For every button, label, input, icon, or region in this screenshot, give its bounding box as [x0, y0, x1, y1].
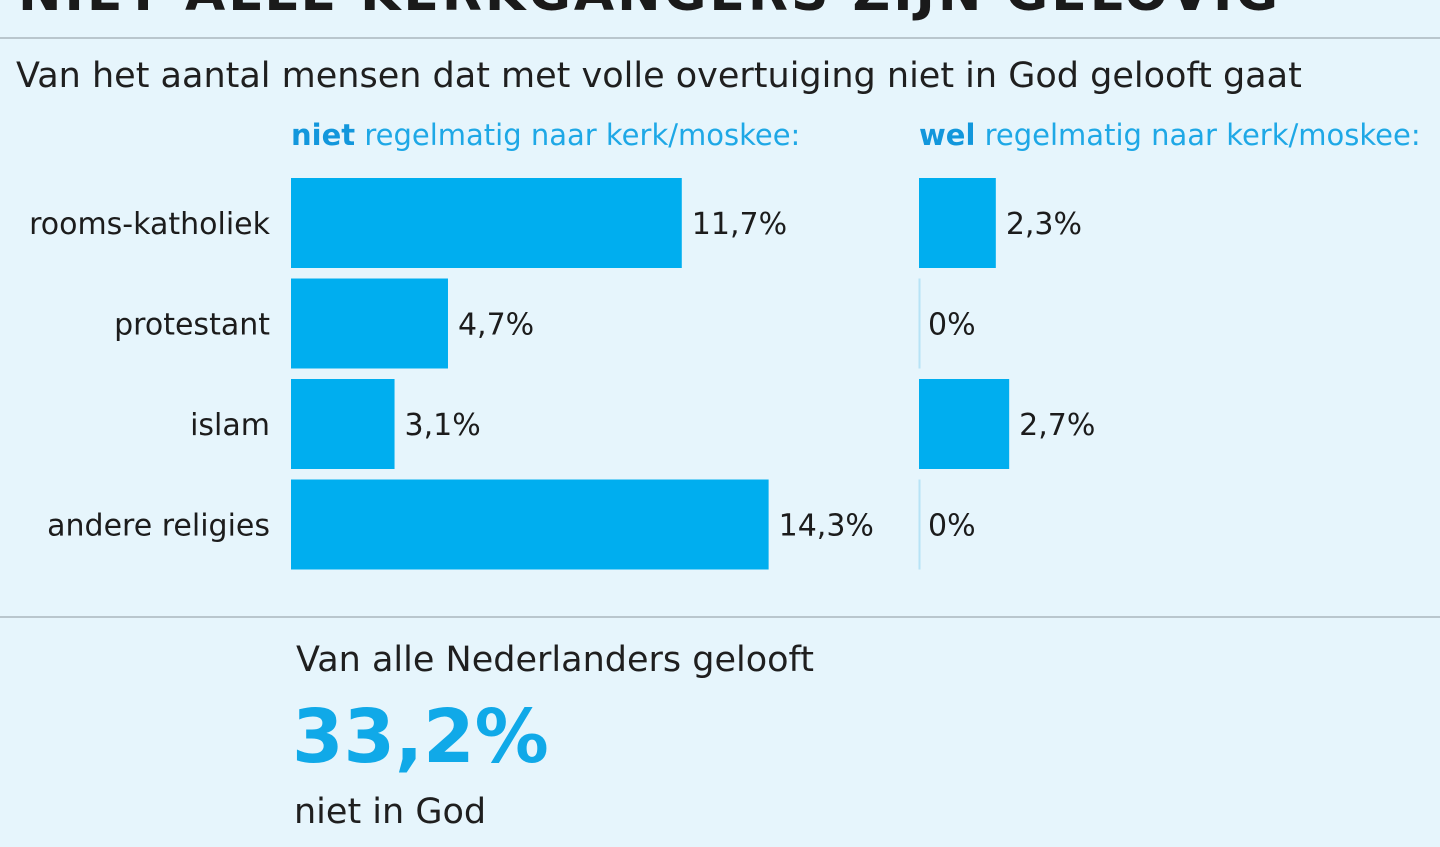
bar	[291, 479, 769, 570]
data-label: 3,1%	[405, 408, 481, 443]
data-label: 2,3%	[1006, 207, 1082, 242]
group-header-wel-rest: regelmatig naar kerk/moskee:	[975, 118, 1421, 152]
chart-subtitle: Van het aantal mensen dat met volle over…	[16, 56, 1302, 96]
data-label: 11,7%	[692, 207, 787, 242]
footer-tail-text: niet in God	[294, 792, 487, 832]
data-label: 4,7%	[458, 308, 534, 343]
bar	[291, 379, 395, 469]
bar	[291, 178, 682, 268]
category-label: andere religies	[47, 509, 270, 544]
group-header-niet-rest: regelmatig naar kerk/moskee:	[355, 118, 801, 152]
category-label: rooms-katholiek	[29, 207, 271, 242]
chart-title: NIET ALLE KERKGANGERS ZIJN GELOVIG	[18, 0, 1281, 23]
top-divider	[0, 37, 1440, 39]
group-header-niet: niet regelmatig naar kerk/moskee:	[291, 118, 800, 152]
category-label: protestant	[114, 308, 270, 343]
bar	[919, 379, 1010, 469]
bar	[291, 278, 448, 369]
footer-lead-text: Van alle Nederlanders gelooft	[296, 640, 814, 680]
group-header-niet-bold: niet	[291, 118, 356, 152]
footer-percentage: 33,2%	[292, 694, 549, 780]
data-label: 0%	[928, 308, 976, 343]
group-header-wel: wel regelmatig naar kerk/moskee:	[919, 118, 1421, 152]
data-label: 0%	[928, 509, 976, 544]
data-label: 14,3%	[779, 509, 874, 544]
group-header-wel-bold: wel	[919, 118, 976, 152]
section-divider	[0, 616, 1440, 618]
category-label: islam	[190, 408, 270, 443]
bar	[919, 178, 996, 268]
data-label: 2,7%	[1019, 408, 1095, 443]
